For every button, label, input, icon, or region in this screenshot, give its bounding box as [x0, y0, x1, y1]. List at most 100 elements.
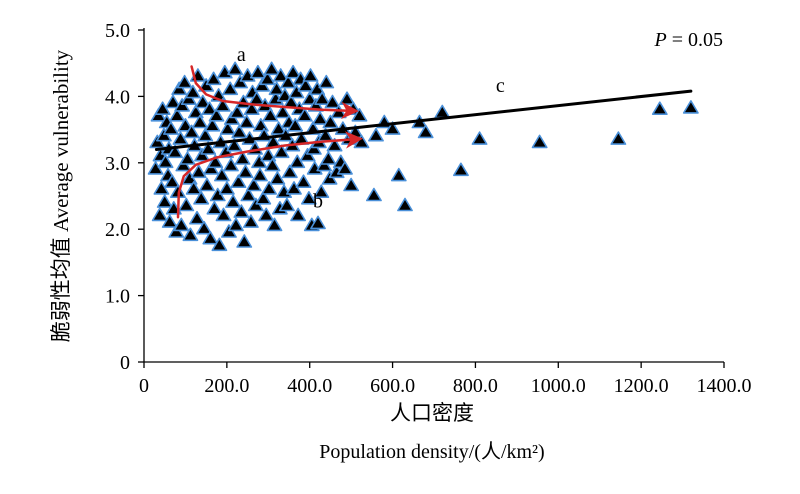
- data-point: [324, 94, 341, 109]
- data-point: [285, 64, 302, 79]
- data-point: [278, 197, 295, 212]
- data-point: [318, 74, 335, 89]
- y-axis-label: 脆弱性均值 Average vulnerability: [49, 49, 73, 342]
- data-point: [240, 187, 257, 202]
- data-point: [266, 217, 283, 232]
- trend-arrow: [190, 65, 359, 120]
- data-point: [417, 124, 434, 139]
- data-point: [161, 214, 178, 228]
- data-point: [281, 164, 298, 179]
- data-point: [236, 234, 253, 248]
- data-point: [229, 104, 246, 119]
- data-point: [368, 127, 384, 142]
- data-point: [226, 137, 243, 152]
- data-point: [164, 174, 181, 188]
- data-point: [397, 197, 413, 212]
- data-point: [179, 151, 196, 165]
- data-point: [434, 104, 451, 119]
- text-group: P = 0.05 人口密度 Population density/(人/km²)…: [49, 20, 752, 463]
- trend-arrow: [176, 131, 363, 219]
- data-point: [185, 181, 202, 195]
- data-point: [452, 162, 469, 177]
- data-point: [178, 197, 195, 212]
- data-point: [208, 108, 225, 122]
- data-point: [312, 111, 329, 125]
- y-tick-label: 2.0: [105, 219, 130, 241]
- data-point: [287, 118, 304, 132]
- data-point: [290, 207, 307, 222]
- data-point: [336, 161, 353, 175]
- data-point: [260, 147, 277, 162]
- data-point: [223, 157, 239, 172]
- data-point: [682, 100, 699, 114]
- data-point: [610, 131, 627, 145]
- p-value-text: = 0.05: [667, 29, 723, 51]
- data-point: [173, 217, 190, 232]
- data-point: [219, 121, 236, 135]
- data-point: [384, 121, 401, 135]
- data-point: [322, 114, 339, 129]
- data-point: [263, 61, 280, 76]
- x-tick-label: 200.0: [204, 375, 249, 397]
- data-point: [313, 184, 330, 198]
- data-point: [261, 181, 278, 195]
- data-point: [365, 187, 382, 202]
- data-point: [190, 164, 207, 179]
- data-point: [165, 94, 181, 109]
- y-tick-label: 5.0: [105, 20, 130, 42]
- data-point: [531, 134, 548, 149]
- x-tick-label: 1000.0: [531, 375, 586, 397]
- y-tick-label: 4.0: [105, 86, 130, 108]
- data-point: [200, 141, 217, 155]
- axes-group: [138, 28, 725, 368]
- p-value-symbol: P: [654, 29, 667, 51]
- annotation-label: c: [496, 75, 505, 97]
- data-point: [259, 71, 276, 86]
- data-point: [238, 114, 255, 129]
- data-point: [651, 101, 668, 115]
- data-point: [272, 68, 289, 82]
- data-point: [296, 108, 313, 122]
- data-point: [172, 131, 189, 145]
- data-point: [228, 217, 244, 232]
- y-tick-label: 0: [120, 352, 130, 374]
- data-point: [207, 154, 224, 169]
- data-point: [326, 137, 343, 152]
- overlay-group: [154, 65, 693, 219]
- data-point: [201, 101, 218, 115]
- data-point: [269, 171, 286, 185]
- x-tick-label: 400.0: [287, 375, 332, 397]
- data-point: [258, 207, 275, 222]
- x-tick-label: 600.0: [370, 375, 415, 397]
- data-point: [202, 230, 219, 245]
- data-point: [211, 237, 228, 252]
- data-point: [187, 104, 204, 119]
- data-point: [268, 81, 285, 96]
- data-point: [234, 151, 251, 165]
- data-point: [196, 220, 212, 235]
- data-point: [215, 207, 232, 222]
- data-point: [231, 124, 248, 139]
- data-point: [237, 164, 254, 179]
- data-point: [252, 167, 268, 182]
- data-point: [280, 74, 297, 89]
- x-axis-label-cn: 人口密度: [390, 401, 474, 425]
- annotation-label: b: [313, 190, 323, 212]
- data-point: [151, 207, 168, 222]
- x-tick-label: 1400.0: [697, 375, 752, 397]
- data-point: [177, 118, 194, 132]
- data-point: [214, 98, 231, 112]
- data-point: [169, 108, 186, 122]
- data-point: [390, 167, 407, 182]
- data-point: [243, 101, 260, 115]
- data-point: [225, 194, 241, 208]
- data-point: [250, 64, 266, 79]
- data-point: [183, 124, 200, 139]
- data-point: [252, 118, 269, 132]
- data-point: [245, 177, 262, 192]
- data-point: [300, 191, 317, 205]
- data-point: [255, 191, 272, 205]
- data-point: [199, 177, 215, 192]
